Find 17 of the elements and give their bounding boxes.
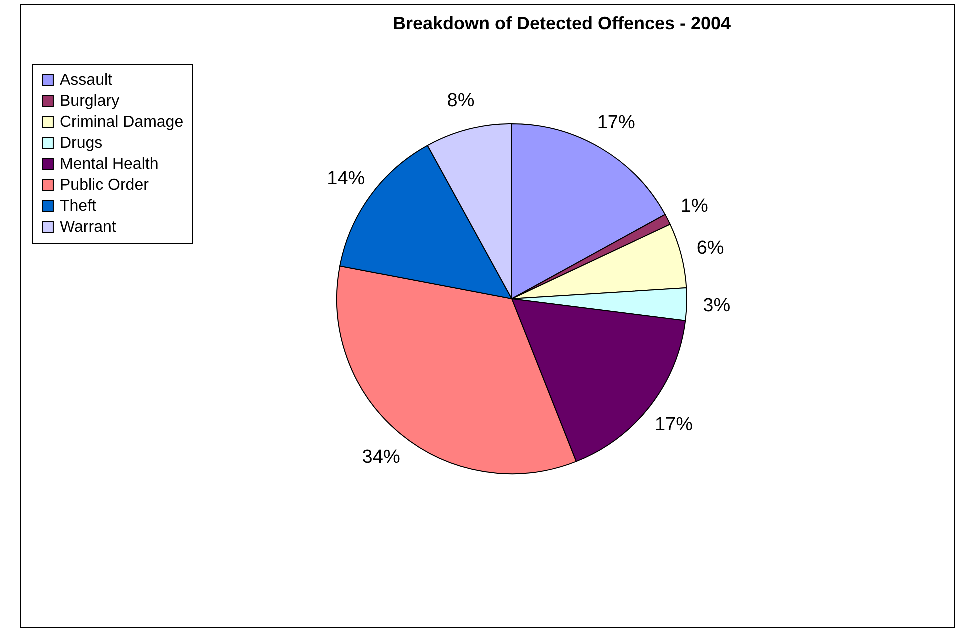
data-label: 17% <box>654 414 694 436</box>
legend-label: Theft <box>60 198 98 215</box>
legend-label: Drugs <box>60 135 103 152</box>
data-label: 14% <box>327 168 366 190</box>
legend-label: Criminal Damage <box>60 114 184 131</box>
legend-label: Burglary <box>60 93 120 110</box>
legend-label: Mental Health <box>60 156 159 173</box>
data-label: 34% <box>362 446 400 468</box>
legend-label: Warrant <box>60 219 117 236</box>
chart-title: Breakdown of Detected Offences - 2004 <box>392 14 732 34</box>
data-label: 8% <box>447 90 475 112</box>
data-label: 3% <box>703 295 731 316</box>
data-label: 6% <box>696 238 724 260</box>
data-label: 17% <box>597 112 636 134</box>
data-label: 1% <box>680 196 708 217</box>
legend-label: Public Order <box>60 177 150 194</box>
legend-label: Assault <box>60 72 114 89</box>
